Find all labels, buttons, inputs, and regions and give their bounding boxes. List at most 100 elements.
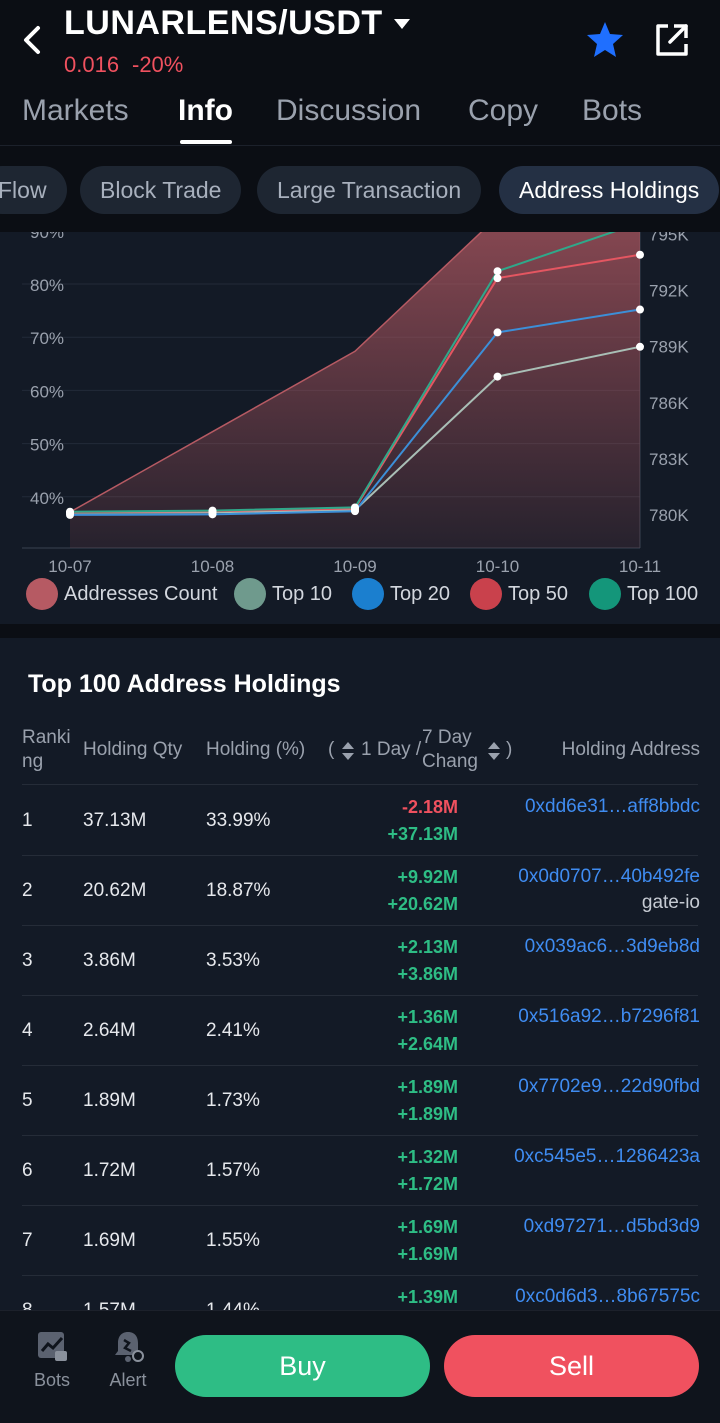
legend-addresses-count[interactable]: Addresses Count bbox=[26, 578, 217, 610]
tab-copy[interactable]: Copy bbox=[468, 94, 539, 127]
row-1d-change: +9.92M bbox=[397, 867, 458, 887]
row-holding-address[interactable]: 0xc545e5…1286423a bbox=[514, 1146, 700, 1167]
row-holding-qty: 1.69M bbox=[83, 1230, 136, 1251]
y-right-tick-label: 792K bbox=[649, 282, 689, 301]
pair-title[interactable]: LUNARLENS/USDT bbox=[64, 4, 383, 42]
row-rank: 8 bbox=[22, 1300, 33, 1310]
row-divider bbox=[22, 995, 698, 996]
row-divider bbox=[22, 925, 698, 926]
info-subtabs: Flow Block Trade Large Transaction Addre… bbox=[0, 146, 720, 232]
main-tabs: Markets Info Discussion Copy Bots bbox=[0, 86, 720, 146]
legend-swatch bbox=[234, 578, 266, 610]
share-icon[interactable] bbox=[652, 20, 692, 60]
data-point bbox=[636, 250, 644, 259]
row-holding-pct: 1.73% bbox=[206, 1090, 260, 1111]
tab-discussion[interactable]: Discussion bbox=[276, 94, 422, 127]
legend-top-100[interactable]: Top 100 bbox=[589, 578, 698, 610]
x-tick-label: 10-08 bbox=[191, 557, 234, 572]
chart-canvas: 40% 50% 60% 70% 80% 90% 780K 783K 786K 789K 792K 79… bbox=[22, 232, 689, 572]
row-holding-qty: 1.57M bbox=[83, 1300, 136, 1310]
alert-shortcut[interactable]: Alert bbox=[98, 1329, 158, 1391]
alert-bell-icon bbox=[115, 1332, 144, 1362]
data-point bbox=[493, 328, 502, 337]
y-right-tick-label: 786K bbox=[649, 394, 689, 413]
table-row[interactable]: 3 3.86M 3.53% +2.13M +3.86M 0x039ac6…3d9eb8d bbox=[0, 926, 720, 996]
row-holding-address[interactable]: 0x039ac6…3d9eb8d bbox=[524, 936, 700, 957]
sort-1d-icon[interactable] bbox=[340, 740, 356, 762]
row-holding-qty: 2.64M bbox=[83, 1020, 136, 1041]
header-paren-open: ( bbox=[328, 739, 335, 760]
chip-block-trade[interactable]: Block Trade bbox=[80, 166, 242, 214]
row-divider bbox=[22, 1205, 698, 1206]
table-row[interactable]: 5 1.89M 1.73% +1.89M +1.89M 0x7702e9…22d90fbd bbox=[0, 1066, 720, 1136]
row-holding-address[interactable]: 0x516a92…b7296f81 bbox=[518, 1006, 700, 1027]
sell-button[interactable]: Sell bbox=[444, 1335, 699, 1397]
row-rank: 2 bbox=[22, 880, 33, 901]
tab-info[interactable]: Info bbox=[178, 94, 233, 127]
row-holding-pct: 1.57% bbox=[206, 1160, 260, 1181]
row-holding-address[interactable]: 0xdd6e31…aff8bbdc bbox=[524, 796, 700, 817]
x-tick-label: 10-11 bbox=[619, 557, 661, 572]
row-1d-change: +1.69M bbox=[397, 1217, 458, 1237]
data-point bbox=[208, 506, 217, 515]
y-left-tick-label: 70% bbox=[30, 329, 64, 348]
row-1d-change: +1.89M bbox=[397, 1077, 458, 1097]
table-row[interactable]: 1 37.13M 33.99% -2.18M +37.13M 0xdd6e31…aff8b… bbox=[0, 786, 720, 856]
row-1d-change: +1.32M bbox=[397, 1147, 458, 1167]
tab-bots[interactable]: Bots bbox=[582, 94, 643, 127]
legend-top-10[interactable]: Top 10 bbox=[234, 578, 332, 610]
chip-address-holdings[interactable]: Address Holdings bbox=[499, 166, 720, 214]
legend-label: Top 10 bbox=[272, 582, 333, 605]
chip-flow[interactable]: Flow bbox=[0, 166, 67, 214]
header-ranking: Ranki ng bbox=[22, 727, 71, 772]
header-1-day[interactable]: 1 Day / bbox=[361, 739, 422, 760]
table-row[interactable]: 8 1.57M 1.44% +1.39M 0xc0d6d3…8b67575c bbox=[0, 1276, 720, 1310]
table-row[interactable]: 7 1.69M 1.55% +1.69M +1.69M 0xd97271…d5bd3d9 bbox=[0, 1206, 720, 1276]
chip-large-transaction[interactable]: Large Transaction bbox=[257, 166, 482, 214]
header-7-day[interactable]: 7 Day Chang bbox=[422, 727, 478, 772]
row-holding-pct: 1.55% bbox=[206, 1230, 260, 1251]
row-rank: 1 bbox=[22, 810, 33, 831]
legend-top-20[interactable]: Top 20 bbox=[352, 578, 450, 610]
row-holding-address[interactable]: 0xd97271…d5bd3d9 bbox=[523, 1216, 700, 1237]
row-holding-qty: 3.86M bbox=[83, 950, 136, 971]
legend-swatch bbox=[589, 578, 621, 610]
y-right-tick-label: 795K bbox=[649, 232, 689, 245]
row-holding-pct: 18.87% bbox=[206, 880, 271, 901]
row-divider bbox=[22, 1065, 698, 1066]
row-divider bbox=[22, 1275, 698, 1276]
row-divider bbox=[22, 855, 698, 856]
buy-button[interactable]: Buy bbox=[175, 1335, 430, 1397]
table-row[interactable]: 2 20.62M 18.87% +9.92M +20.62M 0x0d0707…40b49… bbox=[0, 856, 720, 926]
row-rank: 3 bbox=[22, 950, 33, 971]
row-rank: 6 bbox=[22, 1160, 33, 1181]
row-holding-qty: 37.13M bbox=[83, 810, 147, 831]
series-area-addresses-count bbox=[70, 232, 640, 548]
bottom-action-bar: Bots Alert Buy Sell bbox=[0, 1310, 720, 1423]
legend-top-50[interactable]: Top 50 bbox=[470, 578, 568, 610]
y-right-tick-label: 783K bbox=[649, 450, 689, 469]
holdings-table-section: Top 100 Address Holdings Ranki ng Holdin… bbox=[0, 638, 720, 1310]
legend-swatch bbox=[470, 578, 502, 610]
alert-label: Alert bbox=[109, 1370, 147, 1390]
row-7d-change: +3.86M bbox=[397, 964, 458, 984]
price-change: -20% bbox=[132, 52, 184, 77]
table-row[interactable]: 4 2.64M 2.41% +1.36M +2.64M 0x516a92…b7296f81 bbox=[0, 996, 720, 1066]
y-left-tick-label: 80% bbox=[30, 276, 64, 295]
star-icon[interactable] bbox=[584, 20, 626, 60]
chart-legend: Addresses Count Top 10 Top 20 Top 50 Top… bbox=[0, 572, 720, 616]
caret-down-icon[interactable] bbox=[392, 16, 412, 32]
tab-markets[interactable]: Markets bbox=[22, 94, 129, 127]
sort-7d-icon[interactable] bbox=[486, 740, 502, 762]
row-holding-pct: 2.41% bbox=[206, 1020, 260, 1041]
header-holding-address: Holding Address bbox=[561, 739, 700, 760]
legend-label: Top 20 bbox=[390, 582, 451, 605]
row-7d-change: +1.72M bbox=[397, 1174, 458, 1194]
back-arrow-icon[interactable] bbox=[18, 22, 46, 58]
header: LUNARLENS/USDT 0.016 -20% bbox=[0, 0, 720, 86]
table-row[interactable]: 6 1.72M 1.57% +1.32M +1.72M 0xc545e5…1286423a bbox=[0, 1136, 720, 1206]
row-holding-address[interactable]: 0xc0d6d3…8b67575c bbox=[515, 1286, 700, 1307]
bots-shortcut[interactable]: Bots bbox=[22, 1329, 82, 1391]
row-holding-address[interactable]: 0x0d0707…40b492fe bbox=[518, 866, 700, 887]
row-holding-address[interactable]: 0x7702e9…22d90fbd bbox=[518, 1076, 700, 1097]
